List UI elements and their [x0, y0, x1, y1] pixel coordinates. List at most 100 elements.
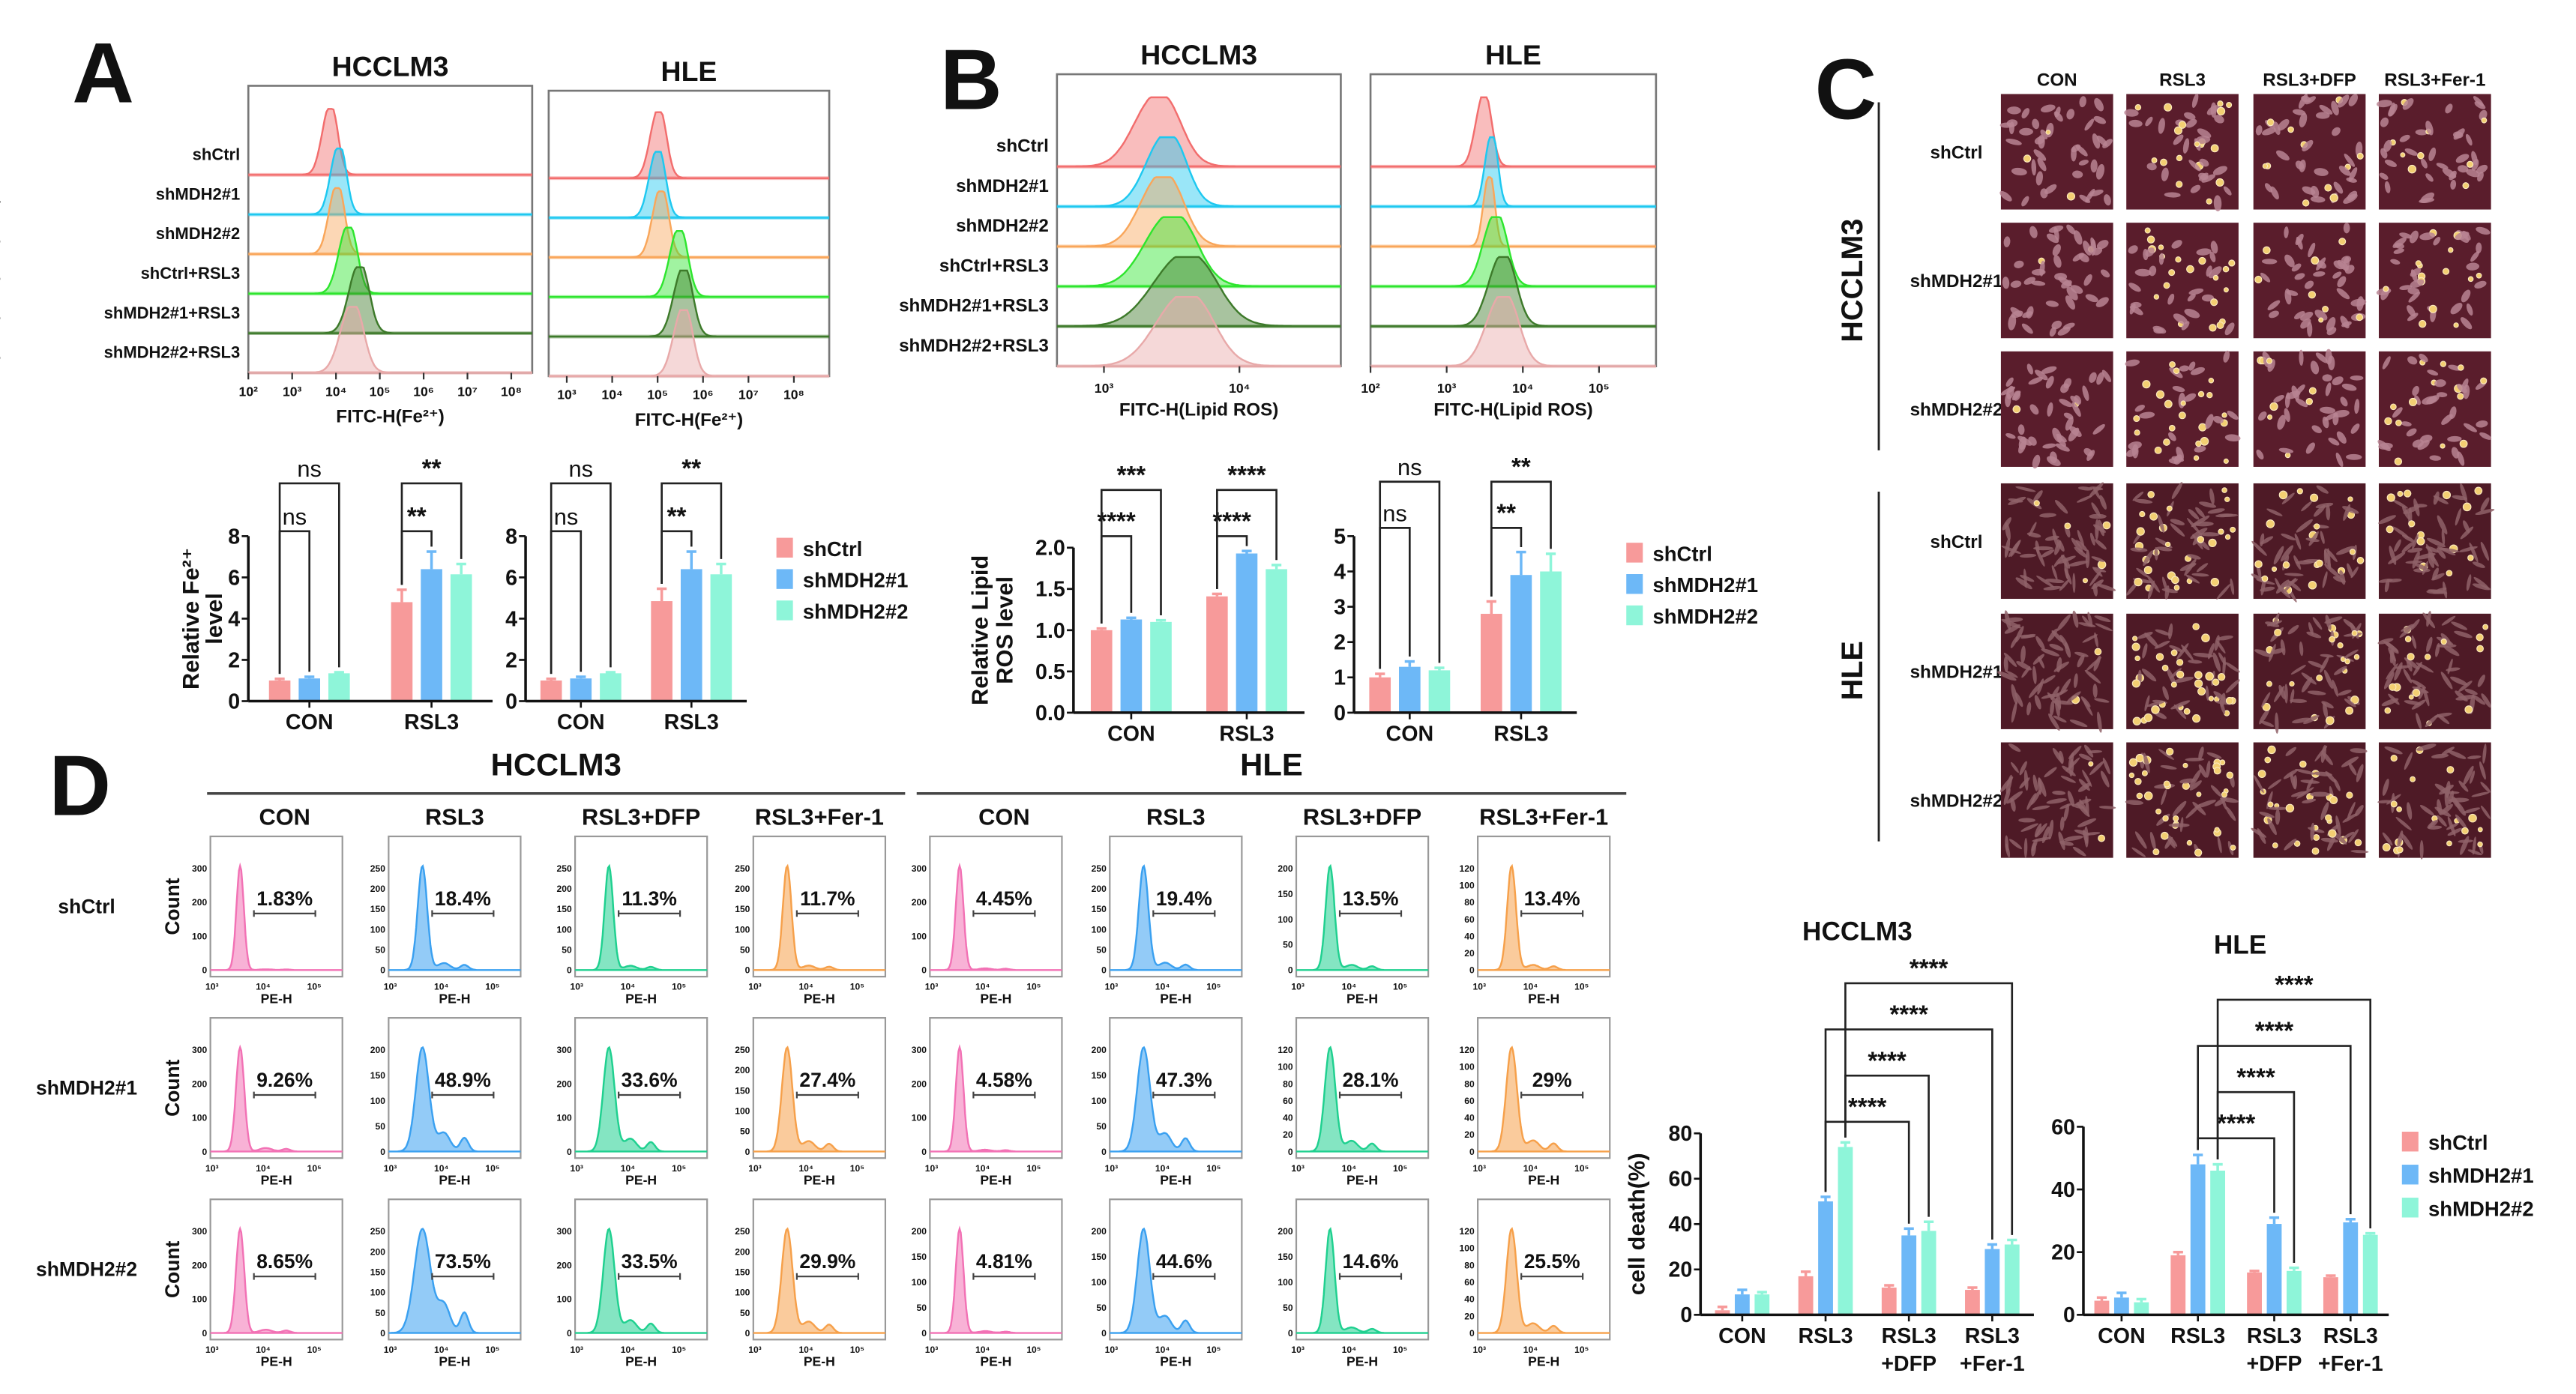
cell-mark [2264, 183, 2272, 193]
cell-mark [2068, 427, 2080, 441]
cell-mark [2216, 106, 2226, 116]
cell-mark [2336, 431, 2347, 444]
cell-mark [2412, 385, 2419, 396]
y-tick-label: 50 [375, 1121, 385, 1132]
gate-percent: 33.6% [622, 1069, 678, 1091]
cell-mark [2089, 761, 2104, 776]
y-tick-label: 0 [567, 965, 572, 976]
y-tick-label: 150 [735, 904, 750, 914]
histogram-trace [930, 1044, 1062, 1153]
micrograph-tile [2125, 350, 2241, 467]
gate-marker [1152, 910, 1216, 917]
cell-mark [2032, 490, 2043, 502]
cell-mark [2477, 841, 2483, 848]
cell-mark [2225, 696, 2234, 705]
cell-mark [2315, 502, 2334, 509]
y-tick-label: 100 [1092, 924, 1107, 935]
cell-mark [2002, 277, 2010, 289]
cell-mark [2029, 522, 2037, 537]
cell-mark [2319, 104, 2333, 115]
cell-mark [2075, 540, 2088, 552]
y-tick-label: 250 [370, 1226, 385, 1237]
cell-mark [2281, 492, 2295, 504]
cell-mark [2084, 669, 2101, 684]
micrograph-tile [2126, 482, 2239, 600]
cell-mark [2326, 327, 2337, 336]
cell-mark [2149, 512, 2158, 521]
cell-mark [2308, 622, 2314, 636]
bar [651, 601, 672, 701]
y-tick-label: 100 [1092, 1277, 1107, 1288]
cell-mark [2049, 327, 2056, 337]
x-tick-label: 10⁵ [307, 1345, 322, 1355]
y-tick-label: 120 [1278, 1045, 1292, 1055]
bar [1480, 614, 1502, 713]
cell-mark [2426, 589, 2446, 594]
y-tick-label: 120 [1460, 1226, 1475, 1237]
cell-mark [2415, 260, 2422, 267]
y-tick-label: 60 [1464, 914, 1475, 925]
cell-mark [2170, 519, 2185, 525]
cell-mark [2091, 556, 2105, 562]
cell-mark [2154, 546, 2158, 561]
x-tick-label: CON [557, 710, 605, 734]
cell-mark [2192, 623, 2200, 630]
significance-label: **** [2217, 1109, 2256, 1137]
cell-mark [2440, 633, 2452, 645]
cell-mark [2299, 760, 2307, 768]
cell-mark [2146, 163, 2157, 171]
x-axis-label: PE-H [1528, 1172, 1559, 1187]
cell-mark [2421, 158, 2428, 169]
y-tick-label: 4 [505, 607, 517, 631]
cell-mark [2191, 573, 2209, 577]
cell-mark [2188, 509, 2200, 520]
cell-mark [2001, 618, 2021, 629]
cell-mark [2200, 532, 2221, 537]
cell-mark [2348, 829, 2359, 843]
row-label: shCtrl [58, 895, 115, 917]
micrograph-tile [2377, 611, 2491, 729]
cell-mark [2132, 491, 2144, 501]
y-tick-label: 250 [735, 863, 750, 874]
x-tick-label: 10² [239, 384, 259, 399]
cell-mark [2048, 713, 2060, 731]
cell-mark [2162, 576, 2168, 592]
cell-mark [2474, 280, 2487, 289]
cell-mark [2278, 490, 2288, 500]
cell-mark [2015, 486, 2036, 492]
cell-mark [2402, 505, 2410, 520]
x-tick-label: 10⁵ [850, 982, 864, 992]
cell-mark [2192, 534, 2203, 550]
cell-mark [2020, 645, 2026, 663]
y-tick-label: 200 [735, 884, 750, 894]
cell-mark [2338, 238, 2347, 246]
cell-mark [2447, 658, 2453, 675]
cell-mark [2134, 429, 2140, 436]
cell-mark [2254, 275, 2263, 284]
cell-mark [2009, 839, 2023, 850]
significance-label: ns [1382, 501, 1407, 527]
x-axis-label: PE-H [261, 991, 292, 1006]
y-tick-label: 50 [375, 1308, 385, 1318]
cell-mark [2196, 563, 2209, 573]
y-tick-label: 0 [1469, 965, 1475, 976]
cell-mark [2143, 550, 2154, 567]
cell-mark [2419, 232, 2436, 241]
cell-mark [2067, 790, 2074, 807]
cell-mark [2128, 245, 2138, 254]
x-tick-label: RSL3 [2247, 1324, 2302, 1348]
cell-mark [2427, 369, 2439, 376]
cell-mark [2023, 277, 2036, 285]
cell-mark [2192, 801, 2206, 815]
cell-mark [2212, 166, 2227, 175]
cell-mark [2092, 247, 2103, 256]
significance-bracket [660, 482, 723, 584]
cell-mark [2433, 237, 2441, 246]
cell-mark [2464, 705, 2473, 714]
gate-marker [431, 1273, 495, 1280]
x-tick-label: 10⁵ [1393, 982, 1407, 992]
cell-mark [2425, 121, 2434, 136]
